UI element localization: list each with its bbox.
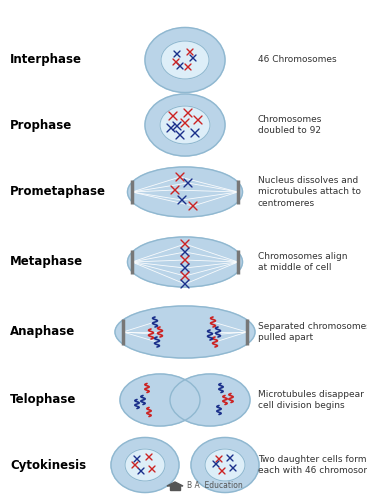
Text: Anaphase: Anaphase <box>10 326 75 338</box>
Ellipse shape <box>205 449 245 481</box>
Ellipse shape <box>115 306 255 358</box>
Ellipse shape <box>191 438 259 492</box>
Text: Interphase: Interphase <box>10 54 82 66</box>
Text: Prophase: Prophase <box>10 118 72 132</box>
Ellipse shape <box>161 41 209 79</box>
Text: Chromosomes align
at middle of cell: Chromosomes align at middle of cell <box>258 252 348 272</box>
Ellipse shape <box>111 438 179 492</box>
Text: Microtubules disappear
cell division begins: Microtubules disappear cell division beg… <box>258 390 364 410</box>
Polygon shape <box>167 482 183 486</box>
Ellipse shape <box>170 374 250 426</box>
Ellipse shape <box>145 94 225 156</box>
Ellipse shape <box>127 167 243 217</box>
Ellipse shape <box>125 449 165 481</box>
Text: Nucleus dissolves and
microtubules attach to
centromeres: Nucleus dissolves and microtubules attac… <box>258 176 361 208</box>
Text: Telophase: Telophase <box>10 394 76 406</box>
Text: Separated chromosomes
pulled apart: Separated chromosomes pulled apart <box>258 322 367 342</box>
Text: Chromosomes
doubled to 92: Chromosomes doubled to 92 <box>258 114 322 136</box>
Ellipse shape <box>120 374 200 426</box>
Text: Metaphase: Metaphase <box>10 256 83 268</box>
Ellipse shape <box>145 28 225 92</box>
Text: 46 Chromosomes: 46 Chromosomes <box>258 56 337 64</box>
Ellipse shape <box>160 106 210 144</box>
Text: Cytokinesis: Cytokinesis <box>10 458 86 471</box>
Ellipse shape <box>127 237 243 287</box>
Text: B A  Education: B A Education <box>187 482 243 490</box>
Polygon shape <box>170 486 180 490</box>
Text: Two daughter cells formed
each with 46 chromosomes: Two daughter cells formed each with 46 c… <box>258 454 367 475</box>
Text: Prometaphase: Prometaphase <box>10 186 106 198</box>
